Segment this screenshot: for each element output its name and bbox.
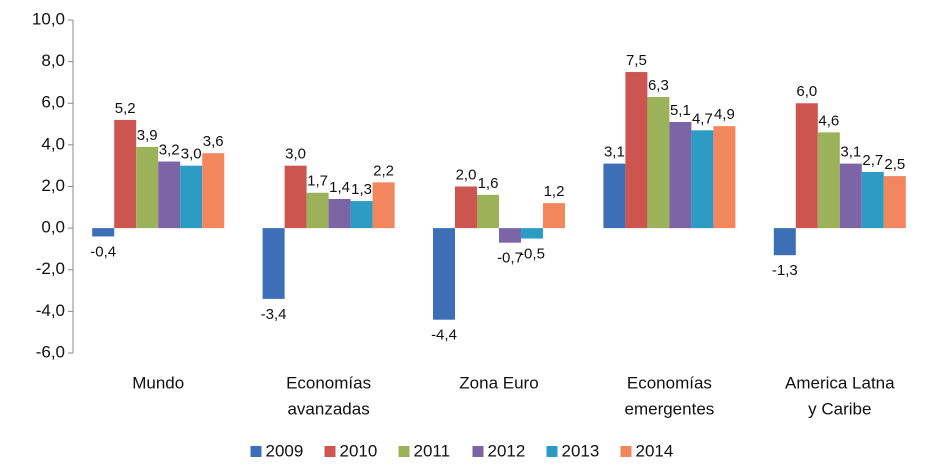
bar <box>477 194 499 229</box>
y-tick-label: 10,0 <box>32 9 65 28</box>
value-label: 3,1 <box>604 144 625 161</box>
bar <box>773 228 796 256</box>
bar <box>350 201 373 229</box>
value-label: 2,2 <box>373 162 394 179</box>
value-label: 1,4 <box>329 179 350 196</box>
bar <box>136 146 159 229</box>
value-label: 3,9 <box>137 127 158 144</box>
y-tick-label: 0,0 <box>41 218 65 237</box>
value-label: 3,2 <box>159 141 180 158</box>
bar <box>114 119 137 229</box>
value-label: 1,7 <box>307 173 328 190</box>
bar <box>817 132 840 229</box>
bar <box>92 228 115 237</box>
value-label: 3,6 <box>203 133 224 150</box>
value-label: -1,3 <box>772 262 798 279</box>
value-label: 7,5 <box>626 52 647 69</box>
bar <box>713 126 736 229</box>
value-label: -4,4 <box>431 327 457 344</box>
value-label: -0,5 <box>519 246 545 263</box>
legend-swatch <box>620 446 632 457</box>
bar <box>839 163 862 229</box>
legend-swatch <box>324 446 336 457</box>
legend-swatch <box>250 446 262 457</box>
x-tick-label: Economías <box>627 373 712 392</box>
bar <box>625 72 648 229</box>
value-label: 2,7 <box>862 152 883 169</box>
bar <box>521 228 543 239</box>
bar <box>691 130 714 229</box>
y-tick-label: 8,0 <box>41 51 65 70</box>
value-label: 2,0 <box>456 166 477 183</box>
legend-label: 2011 <box>414 441 451 460</box>
bar <box>284 165 307 229</box>
bar <box>372 182 395 229</box>
y-tick-label: 2,0 <box>41 176 65 195</box>
bar <box>883 176 906 229</box>
legend-swatch <box>398 446 410 457</box>
bar <box>202 153 225 229</box>
bar <box>795 103 818 229</box>
bar <box>669 121 692 229</box>
bar <box>158 161 181 229</box>
bar <box>262 228 285 299</box>
value-label: -3,4 <box>261 306 287 323</box>
bar <box>306 192 329 229</box>
value-label: -0,7 <box>497 250 523 267</box>
bar <box>603 163 626 229</box>
bar <box>861 171 884 229</box>
value-label: 1,2 <box>544 183 565 200</box>
value-label: 4,9 <box>714 106 735 123</box>
y-tick-label: 6,0 <box>41 93 65 112</box>
value-label: 4,6 <box>818 112 839 129</box>
x-tick-label: America Latna <box>785 373 895 392</box>
value-label: 3,0 <box>181 146 202 163</box>
legend-label: 2014 <box>636 441 674 460</box>
value-label: -0,4 <box>90 243 116 260</box>
y-tick-label: -6,0 <box>36 342 65 361</box>
value-label: 4,7 <box>692 110 713 127</box>
bar <box>433 228 455 320</box>
bar <box>499 228 521 243</box>
bar <box>180 165 203 229</box>
legend-label: 2013 <box>562 441 600 460</box>
legend-label: 2012 <box>488 441 526 460</box>
value-label: 1,6 <box>478 175 499 192</box>
value-label: 3,0 <box>285 146 306 163</box>
x-tick-label: emergentes <box>625 399 715 418</box>
bar <box>543 203 565 229</box>
y-tick-label: -2,0 <box>36 259 65 278</box>
bar <box>328 198 351 229</box>
value-label: 6,0 <box>796 83 817 100</box>
value-label: 6,3 <box>648 77 669 94</box>
bar <box>647 97 670 229</box>
x-tick-label: Zona Euro <box>459 373 538 392</box>
x-tick-label: Mundo <box>132 373 184 392</box>
value-label: 2,5 <box>884 156 905 173</box>
value-label: 5,1 <box>670 102 691 119</box>
y-tick-label: 4,0 <box>41 134 65 153</box>
x-tick-label: y Caribe <box>808 399 871 418</box>
legend-label: 2010 <box>340 441 378 460</box>
legend-swatch <box>472 446 484 457</box>
y-tick-label: -4,0 <box>36 301 65 320</box>
legend-label: 2009 <box>266 441 304 460</box>
value-label: 1,3 <box>351 181 372 198</box>
value-label: 5,2 <box>115 100 136 117</box>
bar <box>455 186 477 229</box>
value-label: 3,1 <box>840 144 861 161</box>
legend-swatch <box>546 446 558 457</box>
x-tick-label: avanzadas <box>287 399 369 418</box>
x-tick-label: Economías <box>286 373 371 392</box>
